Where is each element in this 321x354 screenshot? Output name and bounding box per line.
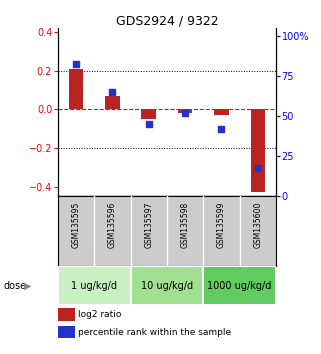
Point [146,121,151,127]
Text: GSM135596: GSM135596 [108,202,117,248]
Title: GDS2924 / 9322: GDS2924 / 9322 [116,14,218,27]
Bar [58,326,75,338]
Text: 1000 ug/kg/d: 1000 ug/kg/d [207,281,272,291]
Point [110,90,115,95]
Bar [203,266,276,305]
Text: ▶: ▶ [24,281,31,291]
Point [183,110,188,116]
Bar [105,96,120,109]
Bar [142,109,156,119]
Bar [69,69,83,109]
Text: GSM135597: GSM135597 [144,202,153,248]
Text: log2 ratio: log2 ratio [78,310,121,319]
Bar [58,266,131,305]
Point [74,61,79,66]
Point [255,165,260,170]
Text: 10 ug/kg/d: 10 ug/kg/d [141,281,193,291]
Bar [58,308,75,321]
Text: GSM135598: GSM135598 [181,202,190,248]
Point [219,126,224,132]
Bar [251,109,265,193]
Text: GSM135600: GSM135600 [253,202,262,248]
Bar [178,109,192,113]
Text: percentile rank within the sample: percentile rank within the sample [78,328,231,337]
Bar [131,266,203,305]
Text: GSM135599: GSM135599 [217,202,226,248]
Text: GSM135595: GSM135595 [72,202,81,248]
Bar [214,109,229,115]
Text: dose: dose [3,281,26,291]
Text: 1 ug/kg/d: 1 ug/kg/d [71,281,117,291]
